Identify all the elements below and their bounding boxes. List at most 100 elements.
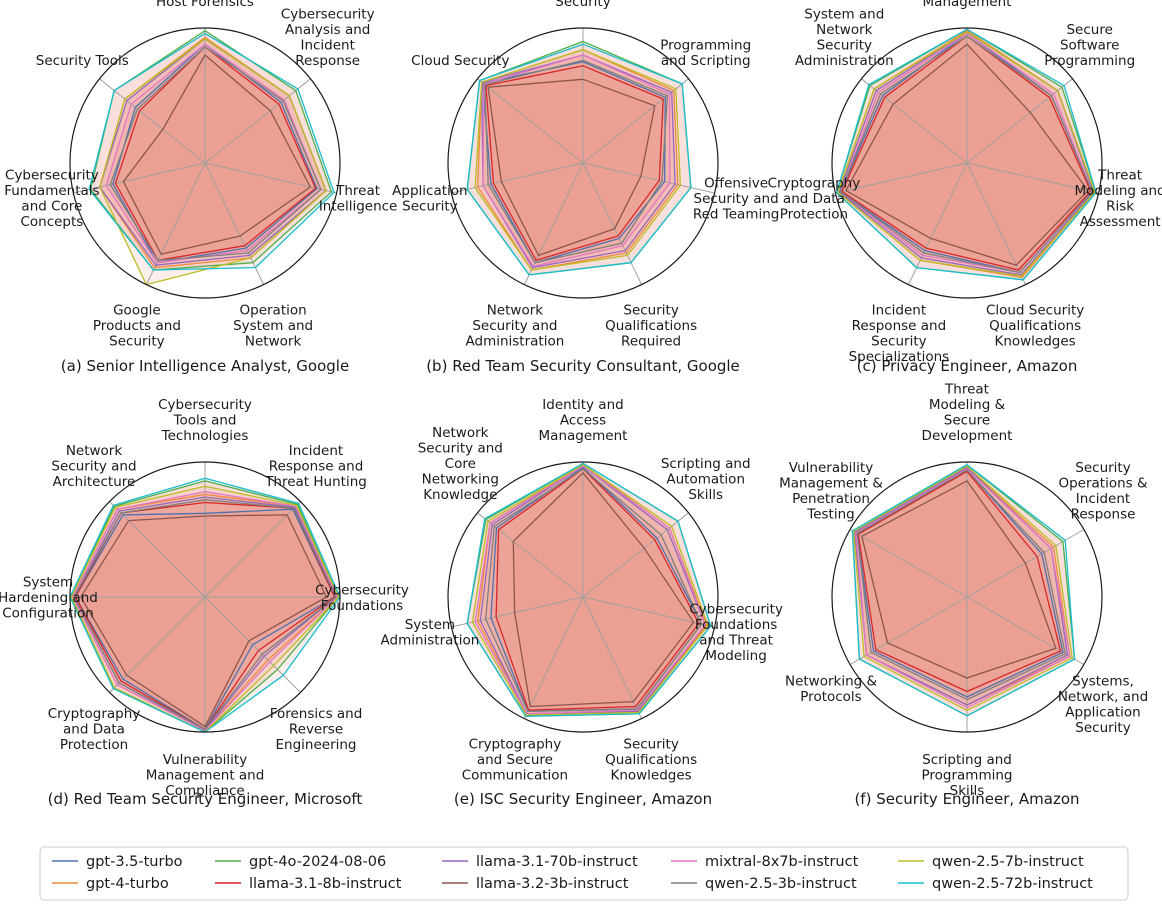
axis-label-line: Incident — [289, 443, 343, 459]
axis-label: Security Qualifications Knowledges — [605, 737, 697, 784]
panel-caption: (e) ISC Security Engineer, Amazon — [454, 790, 712, 808]
axis-label-line: Management — [539, 428, 628, 444]
axis-label: Threat Modeling & Secure Development — [922, 382, 1013, 445]
series-line-qwen-2.5-72b-instruct — [851, 464, 1076, 717]
series-fill — [836, 29, 1096, 280]
axis-label-line: Management and — [146, 768, 265, 784]
axis-label-line: Development — [922, 428, 1013, 444]
radar-spoke — [109, 596, 206, 693]
radar-outer-ring — [831, 461, 1103, 733]
axis-label-line: System and — [804, 7, 884, 23]
radar-outer-ring — [69, 461, 341, 733]
axis-label-line: Network — [432, 425, 489, 441]
axis-label-line: Software — [1060, 38, 1120, 54]
radar-spoke — [849, 596, 968, 665]
legend: gpt-3.5-turbo gpt-4o-2024-08-06 llama-3.1-… — [39, 846, 1129, 901]
axis-label-line: Security Tools — [36, 53, 129, 69]
axis-label-line: Programming — [660, 38, 751, 54]
series-fill — [839, 32, 1094, 275]
series-line-qwen-2.5-7b-instruct — [474, 48, 682, 271]
axis-label-line: Network — [487, 303, 544, 319]
axis-label-line: System and — [233, 318, 313, 334]
axis-label-line: Protection — [60, 737, 128, 753]
legend-item: gpt-4-turbo — [52, 876, 169, 892]
axis-label-line: Cloud Security — [411, 53, 509, 69]
radar-panel: Cybersecurity Tools and TechnologiesIncide… — [0, 397, 409, 808]
series-fill — [840, 33, 1092, 273]
axis-label: Operation System and Network — [233, 303, 313, 350]
axis-label-line: and Threat — [699, 633, 773, 649]
axis-label-line: Configuration — [2, 606, 94, 622]
axis-label-line: Cryptography — [768, 175, 861, 191]
axis-label: Cybersecurity Foundations — [315, 582, 409, 614]
axis-label-line: Networking — [422, 472, 499, 488]
radar-spoke — [523, 596, 584, 719]
axis-label: Cybersecurity Analysis and Incident Respons… — [281, 7, 375, 70]
series-fill — [475, 466, 706, 714]
axis-label-line: Programming — [1044, 53, 1135, 69]
series-fill — [854, 467, 1070, 705]
radar-spoke — [582, 78, 689, 164]
radar-outer-ring — [831, 27, 1103, 299]
series-line-mixtral-8x7b-instruct — [72, 491, 338, 732]
axis-label-line: Compliance — [165, 783, 244, 799]
axis-label-line: Knowledges — [610, 768, 691, 784]
axis-label-line: Tools and — [173, 413, 237, 429]
axis-label: Networking & Protocols — [785, 674, 878, 706]
axis-label-line: Testing — [806, 507, 854, 523]
axis-label-line: Secure — [944, 413, 990, 429]
axis-label: Vulnerability Management & Penetration Test… — [779, 460, 883, 523]
legend-item: qwen-2.5-72b-instruct — [898, 876, 1093, 892]
series-line-llama-3.1-8b-instruct — [114, 46, 317, 261]
axis-label-line: Cryptography — [48, 706, 141, 722]
radar-outer-ring — [69, 27, 341, 299]
axis-label-line: Automation — [666, 472, 745, 488]
radar-spoke — [109, 501, 206, 598]
radar-outer-ring — [447, 461, 719, 733]
axis-label-line: Communication — [462, 768, 568, 784]
axis-label: Incident Response and Threat Hunting — [264, 443, 367, 490]
axis-label-line: Intelligence — [319, 199, 398, 215]
series-fill — [854, 467, 1068, 705]
series-fill — [123, 55, 311, 255]
axis-label-line: Identity and — [542, 397, 623, 413]
legend-label: qwen-2.5-72b-instruct — [932, 876, 1093, 892]
radar-spoke — [861, 78, 968, 164]
series-fill — [855, 468, 1070, 708]
series-fill — [482, 61, 666, 263]
axis-label: Cybersecurity Foundations and Threat Modeli… — [689, 602, 783, 665]
series-fill — [112, 44, 317, 263]
axis-label-line: Security — [1075, 460, 1130, 476]
series-line-llama-3.2-3b-instruct — [861, 480, 1057, 679]
series-line-mixtral-8x7b-instruct — [839, 32, 1093, 274]
series-line-qwen-2.5-72b-instruct — [466, 462, 712, 717]
axis-label-line: Google — [113, 303, 161, 319]
axis-label-line: Modeling and — [1075, 183, 1162, 199]
axis-label: System Administration — [381, 617, 480, 649]
axis-label: OperatingSystemSecurity — [549, 0, 617, 10]
axis-label: Cloud Security Qualifications Knowledges — [986, 303, 1084, 350]
axis-label: Incident Response and Security Specializati… — [849, 303, 950, 366]
axis-label-line: Application — [1065, 705, 1140, 721]
axis-label: Cryptography and Data Protection — [48, 706, 141, 753]
radar-spoke — [204, 501, 301, 598]
radar-spoke — [582, 596, 643, 719]
axis-label-line: Secure — [1066, 22, 1112, 38]
series-line-llama-3.2-3b-instruct — [512, 472, 695, 708]
axis-label-line: Security — [555, 0, 610, 10]
axis-label-line: Analysis and — [285, 22, 370, 38]
series-fill — [488, 79, 655, 256]
series-line-llama-3.2-3b-instruct — [122, 54, 311, 255]
panel-caption: (b) Red Team Security Consultant, Google — [426, 357, 740, 375]
axis-label-line: Fundamentals — [4, 183, 99, 199]
axis-label-line: and Data — [783, 191, 845, 207]
axis-label-line: Security and — [418, 441, 503, 457]
axis-label-line: Technologies — [161, 428, 249, 444]
series-line-mixtral-8x7b-instruct — [855, 468, 1071, 709]
axis-label-line: Protection — [780, 206, 848, 222]
series-fill — [496, 468, 699, 711]
series-fill — [80, 514, 327, 727]
legend-label: gpt-4-turbo — [86, 876, 169, 892]
axis-label-line: Skills — [688, 487, 723, 503]
radar-spoke — [523, 162, 584, 285]
